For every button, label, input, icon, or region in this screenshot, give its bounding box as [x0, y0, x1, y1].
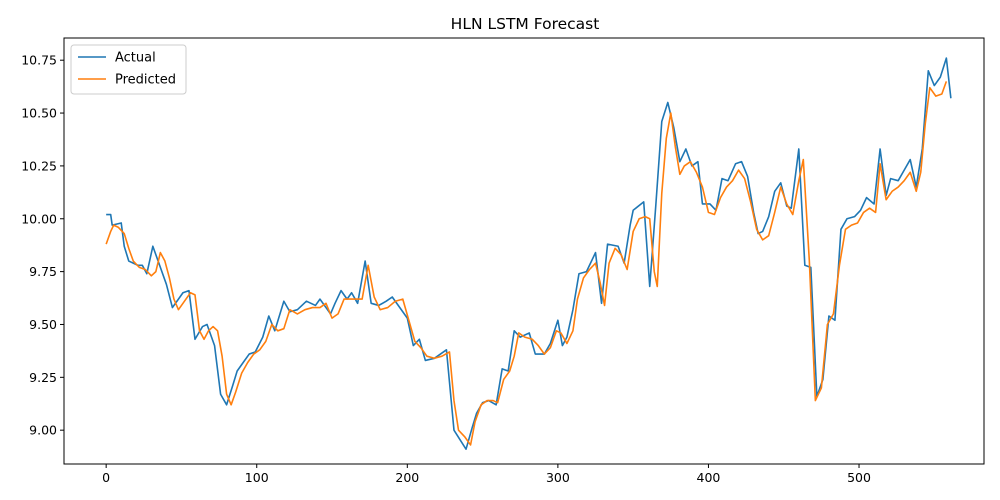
- y-axis: 9.00 9.25 9.50 9.75 10.00 10.25 10.50 10.75: [21, 53, 64, 438]
- y-tick-label: 10.75: [21, 53, 57, 68]
- series-layer: [105, 57, 952, 450]
- y-tick-label: 10.25: [21, 158, 57, 173]
- legend-label-actual: Actual: [115, 51, 156, 66]
- x-tick-label: 100: [245, 470, 269, 485]
- y-tick-label: 9.75: [29, 264, 57, 279]
- y-tick-label: 10.50: [21, 106, 57, 121]
- y-tick-label: 9.25: [29, 370, 57, 385]
- x-tick-label: 200: [395, 470, 419, 485]
- chart-title: HLN LSTM Forecast: [451, 15, 600, 33]
- x-axis: 0 100 200 300 400 500: [102, 464, 871, 485]
- y-tick-label: 9.50: [29, 317, 57, 332]
- plot-frame: [63, 37, 985, 465]
- legend: Actual Predicted: [70, 44, 187, 95]
- x-tick-label: 500: [847, 470, 871, 485]
- x-tick-label: 400: [697, 470, 721, 485]
- series-line-predicted: [105, 81, 948, 446]
- x-tick-label: 300: [546, 470, 570, 485]
- x-tick-label: 0: [102, 470, 110, 485]
- y-tick-label: 10.00: [21, 211, 57, 226]
- y-tick-label: 9.00: [29, 423, 57, 438]
- legend-label-predicted: Predicted: [115, 73, 176, 88]
